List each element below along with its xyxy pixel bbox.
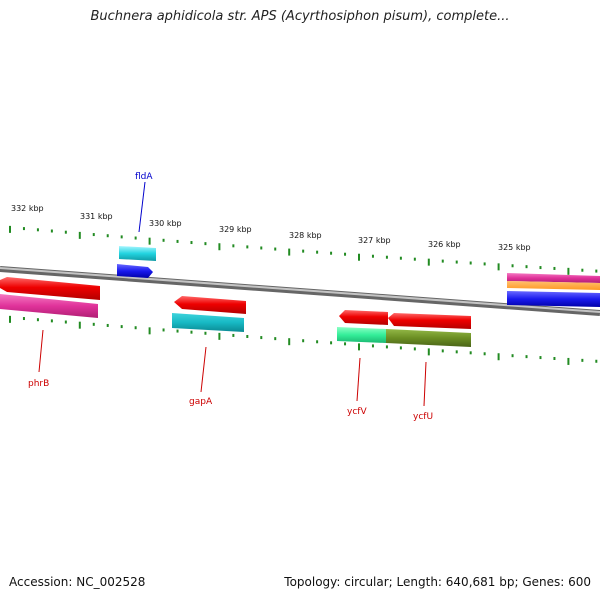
gene-label-ycfV[interactable]: ycfV <box>347 407 367 417</box>
tick-label-331: 331 kbp <box>80 212 113 221</box>
gene-gapA-red-arrow[interactable] <box>174 296 246 314</box>
map-title: Buchnera aphidicola str. APS (Acyrthosip… <box>90 9 510 24</box>
tick-label-329: 329 kbp <box>219 225 252 234</box>
gene-phrB-pink[interactable] <box>0 294 98 318</box>
gene-label-fldA[interactable]: fldA <box>135 172 153 182</box>
leader-ycfV <box>356 357 361 402</box>
tick-label-332: 332 kbp <box>11 204 44 213</box>
gene-right-orange[interactable] <box>507 281 600 290</box>
gene-ycfU-olive[interactable] <box>386 329 471 347</box>
gene-phrB-red-arrow[interactable] <box>0 277 100 300</box>
leader-fldA <box>138 181 146 233</box>
tick-label-325: 325 kbp <box>498 243 531 252</box>
gene-right-pink[interactable] <box>507 273 600 283</box>
leader-phrB <box>38 329 44 373</box>
genome-backbone-highlight <box>0 267 600 313</box>
leader-ycfU <box>423 361 427 407</box>
tick-label-327: 327 kbp <box>358 236 391 245</box>
gene-cyan-small[interactable] <box>119 246 156 261</box>
gene-ycfV-red-arrow[interactable] <box>339 310 388 325</box>
accession-text: Accession: NC_002528 <box>9 575 146 589</box>
tick-label-328: 328 kbp <box>289 231 322 240</box>
gene-gapA-cyan[interactable] <box>172 313 244 332</box>
tick-label-330: 330 kbp <box>149 219 182 228</box>
leader-gapA <box>200 346 207 393</box>
gene-fldA-arrow[interactable] <box>117 264 153 278</box>
gene-right-blue[interactable] <box>507 291 600 307</box>
gene-ycfU-red-arrow[interactable] <box>388 313 471 329</box>
gene-label-phrB[interactable]: phrB <box>28 379 49 389</box>
tick-label-326: 326 kbp <box>428 240 461 249</box>
gene-label-ycfU[interactable]: ycfU <box>413 412 433 422</box>
gene-ycfV-green[interactable] <box>337 327 386 343</box>
inner-tick-marks <box>9 315 598 365</box>
genome-summary-text: Topology: circular; Length: 640,681 bp; … <box>284 575 591 589</box>
outer-tick-marks <box>9 225 598 275</box>
gene-label-gapA[interactable]: gapA <box>189 397 213 407</box>
